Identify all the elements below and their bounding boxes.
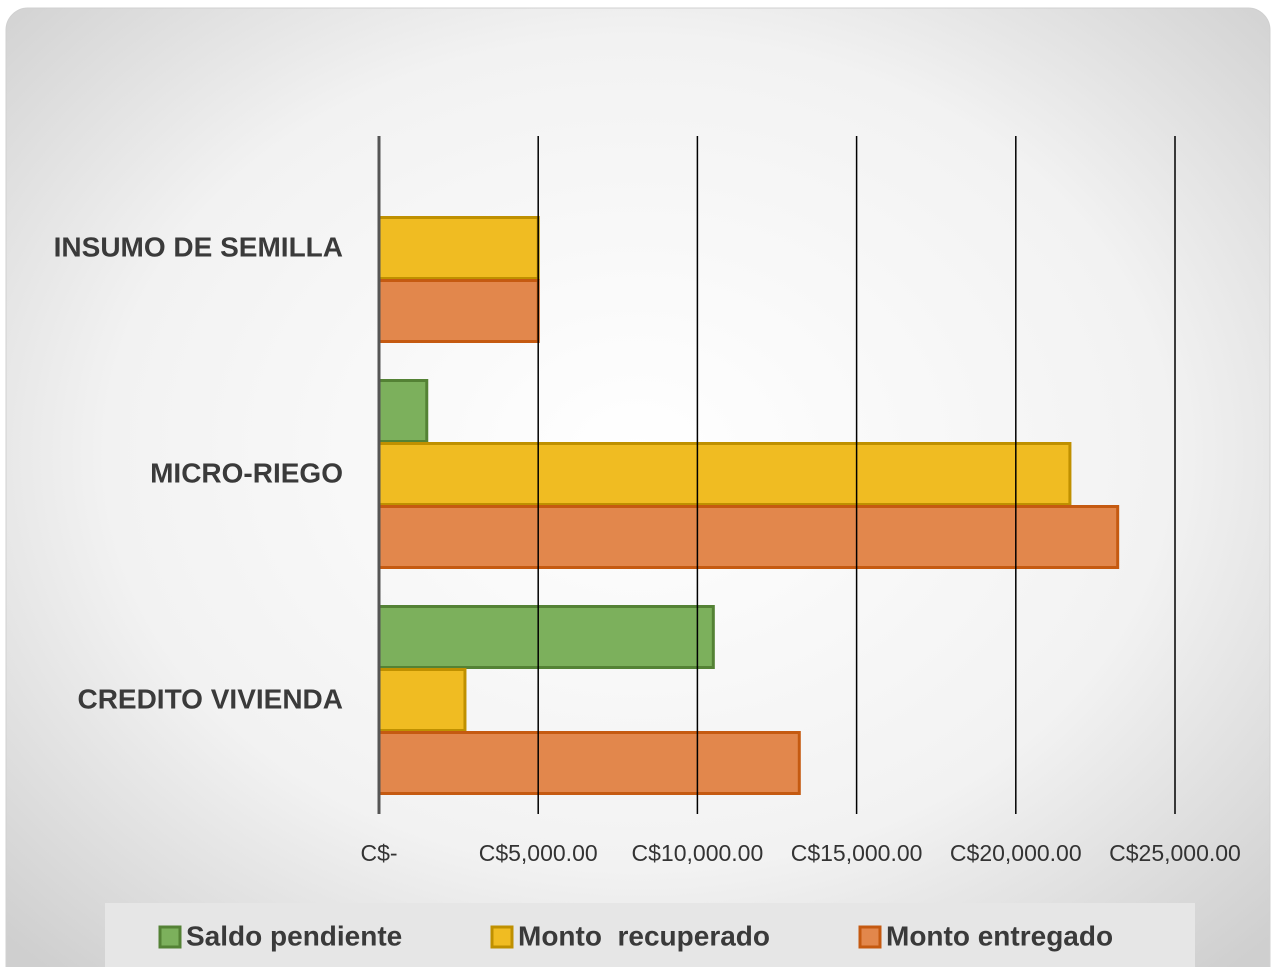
- x-tick-label: C$10,000.00: [632, 840, 764, 866]
- legend-label: Saldo pendiente: [186, 920, 402, 951]
- x-tick-label: C$5,000.00: [479, 840, 598, 866]
- x-tick-label: C$20,000.00: [950, 840, 1082, 866]
- x-tick-label: C$-: [360, 840, 397, 866]
- category-label: CREDITO VIVIENDA: [77, 683, 343, 714]
- bar: [377, 668, 467, 732]
- x-tick-label: C$15,000.00: [791, 840, 923, 866]
- bar: [377, 731, 801, 795]
- legend-swatch: [158, 925, 182, 949]
- bar: [377, 442, 1072, 506]
- legend-swatch: [858, 925, 882, 949]
- category-label: MICRO-RIEGO: [150, 457, 343, 488]
- x-tick-label: C$25,000.00: [1109, 840, 1241, 866]
- legend-label: Monto recuperado: [518, 920, 770, 951]
- legend-swatch: [490, 925, 514, 949]
- bar: [377, 216, 540, 280]
- category-label: INSUMO DE SEMILLA: [54, 231, 343, 262]
- bar: [377, 379, 429, 443]
- bar: [377, 605, 715, 669]
- bar: [377, 505, 1120, 569]
- legend-box: [105, 903, 1195, 972]
- legend-label: Monto entregado: [886, 920, 1113, 951]
- bar: [377, 279, 540, 343]
